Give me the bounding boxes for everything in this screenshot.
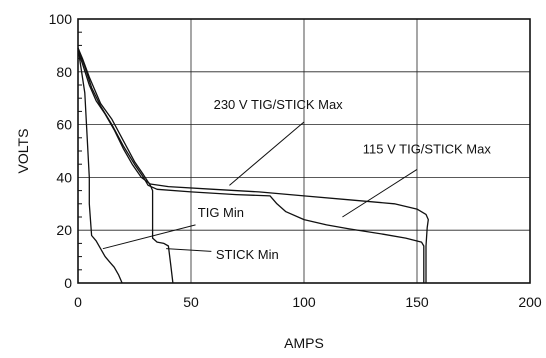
x-tick-label: 100 xyxy=(292,294,316,310)
annotation-stick-min: STICK Min xyxy=(216,247,279,262)
y-tick-label: 60 xyxy=(56,117,72,133)
annotation-230v-max: 230 V TIG/STICK Max xyxy=(214,97,344,112)
annotation-leader-stick-min xyxy=(166,248,212,252)
y-tick-label: 0 xyxy=(64,275,72,291)
annotation-tig-min: TIG Min xyxy=(198,205,244,220)
annotation-leader-115v xyxy=(342,169,418,218)
y-tick-label: 100 xyxy=(49,11,73,27)
y-tick-label: 40 xyxy=(56,169,72,185)
y-axis-label: VOLTS xyxy=(15,129,31,174)
x-tick-label: 150 xyxy=(405,294,429,310)
annotation-leader-tig-min xyxy=(102,224,196,250)
plot-frame xyxy=(77,18,531,284)
x-axis-label: AMPS xyxy=(284,335,324,351)
series-lines xyxy=(77,47,429,284)
annotation-115v-max: 115 V TIG/STICK Max xyxy=(363,142,492,157)
y-tick-label: 80 xyxy=(56,64,72,80)
series-line-tig-min xyxy=(77,47,123,284)
series-line-230v-max xyxy=(77,50,429,283)
series-line-115v-max xyxy=(77,47,425,283)
series-line-stick-min xyxy=(77,47,174,284)
annotation-leader-230v xyxy=(229,121,305,186)
x-tick-label: 50 xyxy=(183,294,199,310)
tick-labels: 0 50 100 150 200 0 20 40 60 80 100 xyxy=(49,11,542,310)
y-tick-label: 20 xyxy=(56,222,72,238)
x-tick-label: 0 xyxy=(74,294,82,310)
x-tick-label: 200 xyxy=(518,294,542,310)
